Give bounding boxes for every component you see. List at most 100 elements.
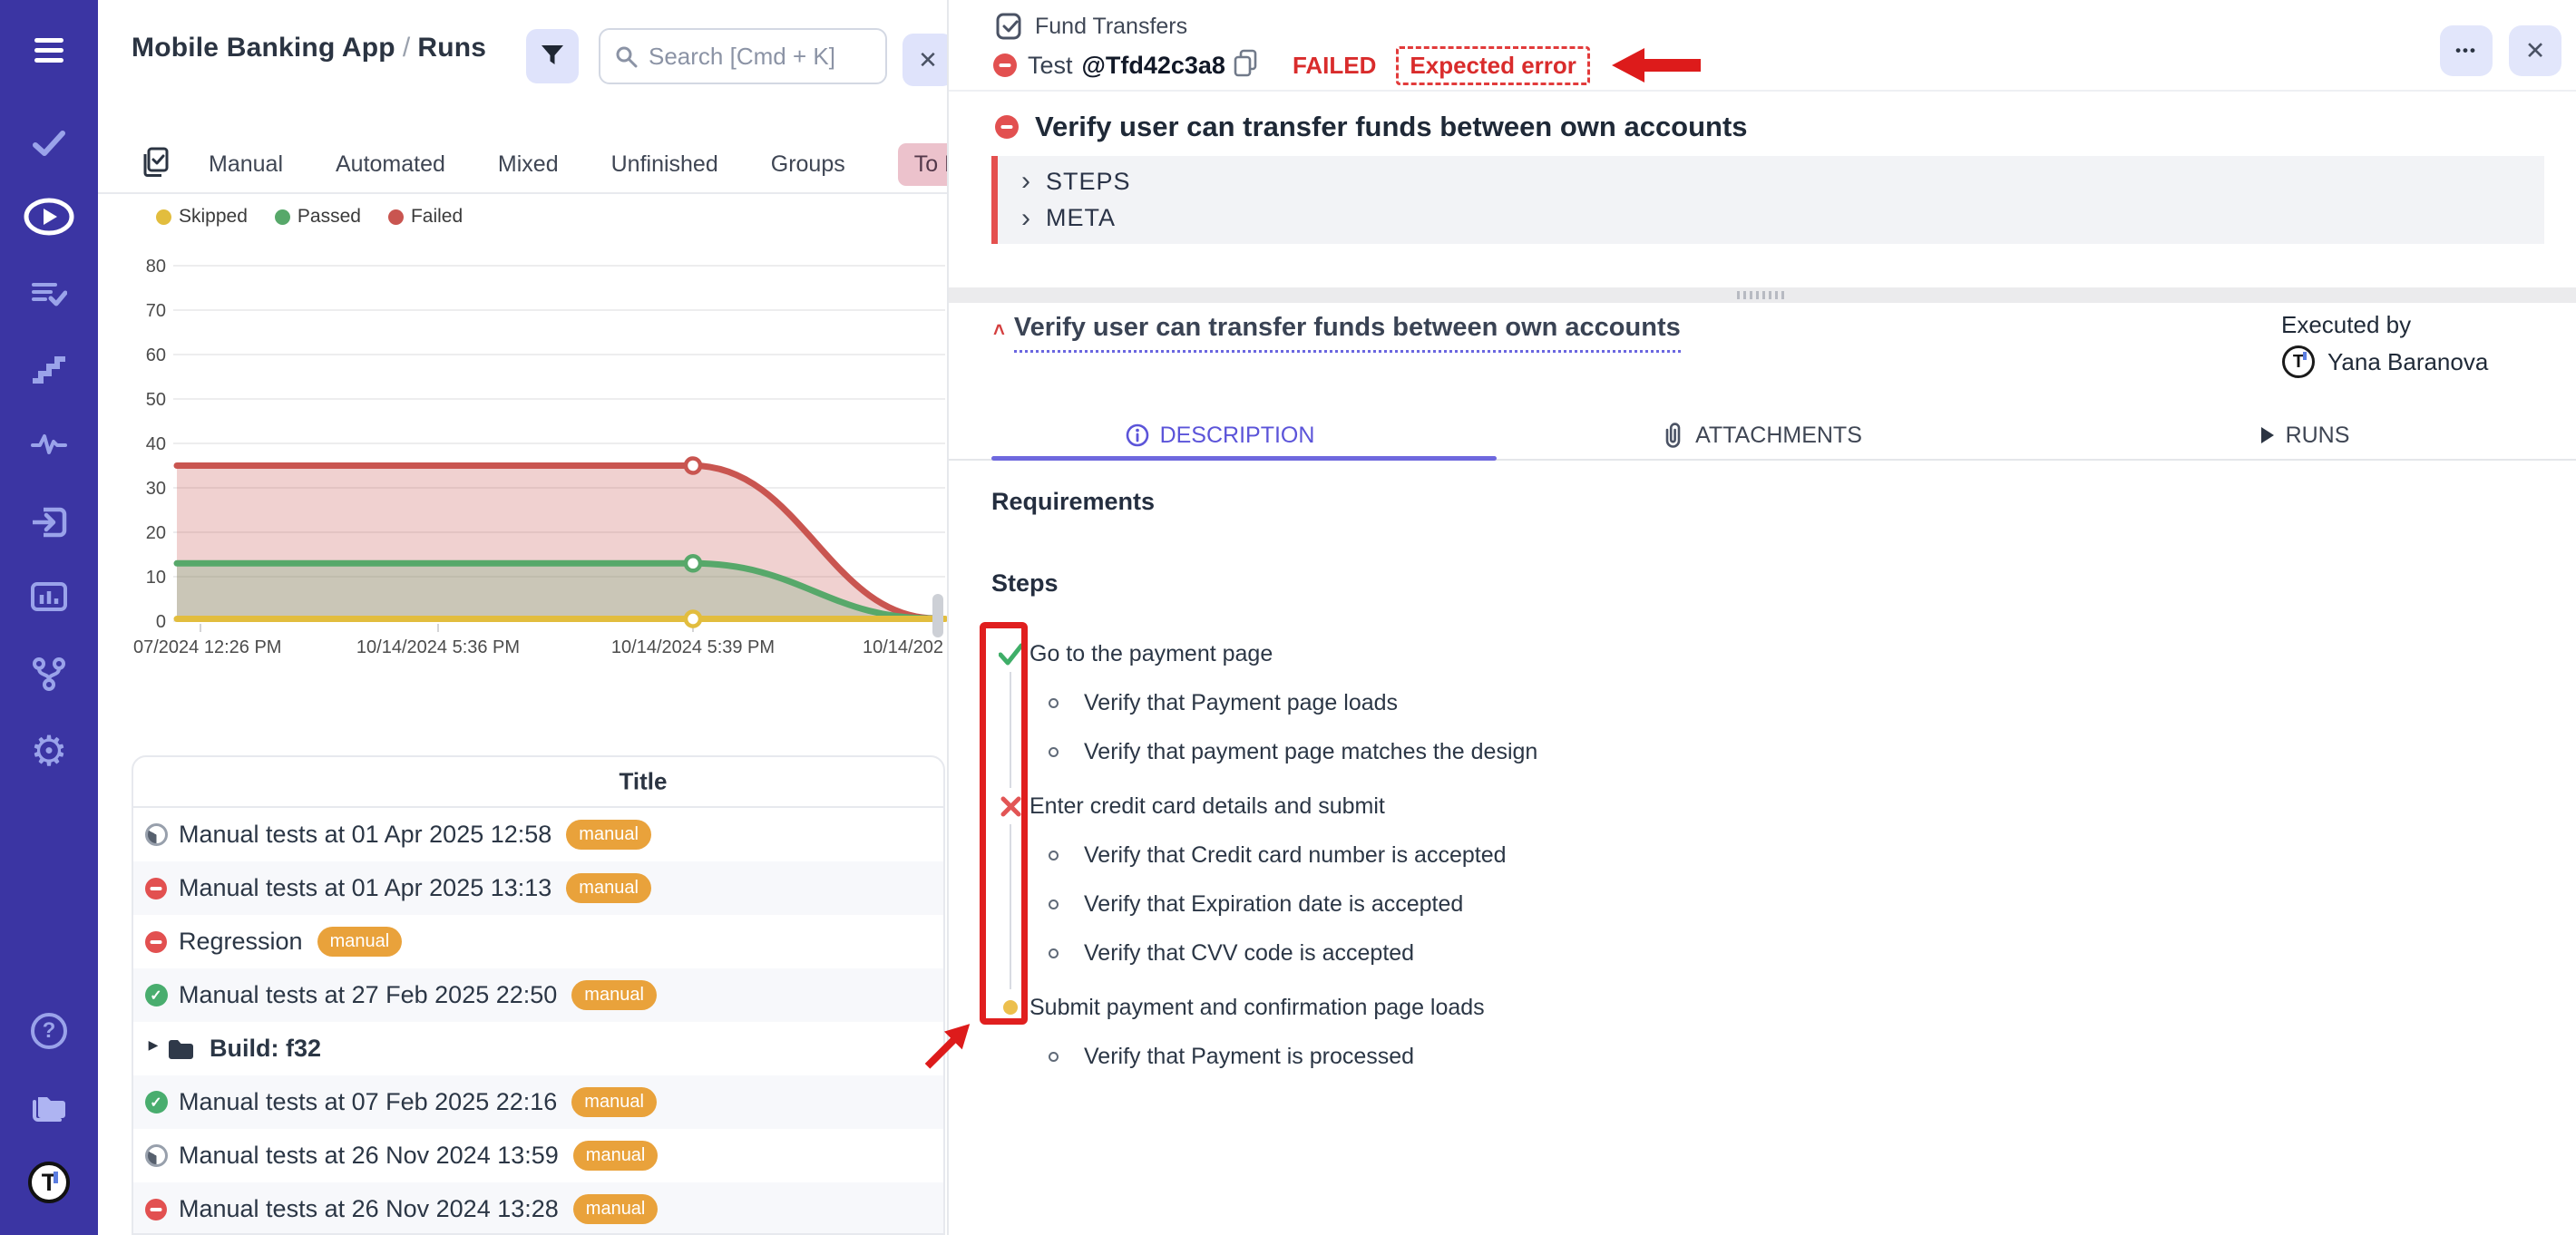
more-options-button[interactable]: ••• xyxy=(2440,25,2493,76)
section-meta[interactable]: › META xyxy=(1021,202,1116,233)
table-row[interactable]: ✓ Manual tests at 27 Feb 2025 22:50 manual xyxy=(133,968,943,1022)
tab-runs[interactable]: RUNS xyxy=(2034,410,2576,461)
run-title[interactable]: Manual tests at 07 Feb 2025 22:16 xyxy=(179,1088,558,1115)
search-input[interactable] xyxy=(649,42,857,71)
legend-item[interactable]: Passed xyxy=(274,206,361,228)
import-icon[interactable] xyxy=(31,506,67,539)
table-row[interactable]: ✓ Manual tests at 07 Feb 2025 22:16 manual xyxy=(133,1075,943,1129)
help-icon[interactable]: ? xyxy=(31,1013,67,1049)
legend-item[interactable]: Skipped xyxy=(156,206,248,228)
sidebar: ⚙ ? T xyxy=(0,0,98,1235)
failed-status-icon xyxy=(993,53,1017,77)
menu-icon[interactable] xyxy=(33,37,65,64)
branches-icon[interactable] xyxy=(31,656,67,691)
run-title[interactable]: Manual tests at 27 Feb 2025 22:50 xyxy=(179,981,558,1008)
copy-icon[interactable] xyxy=(1233,49,1258,83)
step-row[interactable]: Enter credit card details and submit xyxy=(991,782,2261,831)
step-row[interactable]: Submit payment and confirmation page loa… xyxy=(991,983,2261,1032)
svg-text:20: 20 xyxy=(146,523,166,543)
test-id[interactable]: @Tfd42c3a8 xyxy=(1081,51,1225,79)
tab-attachments[interactable]: ATTACHMENTS xyxy=(1491,410,2034,461)
substep-row[interactable]: Verify that payment page matches the des… xyxy=(991,727,2261,776)
steps-stairs-icon[interactable] xyxy=(31,355,67,384)
test-plans-icon[interactable] xyxy=(31,279,67,308)
substep-bullet-icon xyxy=(1049,746,1059,757)
vertical-scrollbar-thumb[interactable] xyxy=(932,594,943,637)
in-progress-status-icon xyxy=(139,1144,173,1167)
chevron-right-icon: › xyxy=(1021,166,1031,197)
panel-splitter[interactable] xyxy=(949,287,2576,303)
splitter-grip[interactable] xyxy=(1737,291,1788,299)
suite-breadcrumb[interactable]: Fund Transfers xyxy=(1035,13,1188,39)
passed-status-icon: ✓ xyxy=(139,984,173,1006)
svg-text:40: 40 xyxy=(146,434,166,454)
run-title[interactable]: Manual tests at 26 Nov 2024 13:59 xyxy=(179,1142,559,1169)
panel-close-button[interactable]: ✕ xyxy=(903,34,947,86)
section-steps[interactable]: › STEPS xyxy=(1021,166,1131,197)
tab-unfinished[interactable]: Unfinished xyxy=(610,151,718,177)
legend-item[interactable]: Failed xyxy=(387,206,463,228)
runs-play-icon[interactable] xyxy=(24,197,74,237)
project-name[interactable]: Mobile Banking App xyxy=(132,33,395,63)
svg-text:70: 70 xyxy=(146,301,166,321)
manual-badge: manual xyxy=(566,873,651,903)
test-detail-header: Fund Transfers Test @Tfd42c3a8 FAILED Ex… xyxy=(949,0,2576,92)
substep-row[interactable]: Verify that Payment page loads xyxy=(991,678,2261,727)
substep-bullet-icon xyxy=(1049,850,1059,861)
substep-text: Verify that Payment is processed xyxy=(1084,1043,1415,1069)
substep-text: Verify that CVV code is accepted xyxy=(1084,939,1415,966)
filter-button[interactable] xyxy=(526,29,579,83)
manual-badge: manual xyxy=(571,980,657,1010)
svg-text:10: 10 xyxy=(146,568,166,588)
table-row[interactable]: Manual tests at 26 Nov 2024 13:59 manual xyxy=(133,1129,943,1182)
tab-groups[interactable]: Groups xyxy=(770,151,845,177)
search-box[interactable] xyxy=(599,28,887,84)
tab-manual[interactable]: Manual xyxy=(209,151,283,177)
tab-automated[interactable]: Automated xyxy=(336,151,445,177)
svg-text:10/14/2024 5:36 PM: 10/14/2024 5:36 PM xyxy=(356,637,520,657)
substep-text: Verify that Payment page loads xyxy=(1084,689,1399,715)
breadcrumb: Mobile Banking App / Runs xyxy=(132,33,486,63)
app-logo[interactable]: T xyxy=(28,1162,70,1203)
step-row[interactable]: Go to the payment page xyxy=(991,629,2261,678)
tab-to-review[interactable]: To Review xyxy=(897,142,947,186)
table-row[interactable]: ▶ Build: f32 xyxy=(133,1022,943,1075)
manual-badge: manual xyxy=(572,1141,659,1171)
steps-list: Go to the payment page Verify that Paymen… xyxy=(991,624,2261,1081)
substep-bullet-icon xyxy=(1049,899,1059,909)
projects-folder-icon[interactable] xyxy=(30,1090,68,1124)
table-row[interactable]: Manual tests at 26 Nov 2024 13:28 manual xyxy=(133,1182,943,1233)
svg-text:80: 80 xyxy=(146,257,166,277)
run-title[interactable]: Build: f32 xyxy=(210,1035,322,1062)
tab-description[interactable]: DESCRIPTION xyxy=(949,410,1491,461)
run-title[interactable]: Manual tests at 26 Nov 2024 13:28 xyxy=(179,1195,559,1222)
test-title: Verify user can transfer funds between o… xyxy=(1035,111,1748,142)
run-title[interactable]: Manual tests at 01 Apr 2025 13:13 xyxy=(179,874,552,901)
svg-text:60: 60 xyxy=(146,345,166,365)
checklist-icon[interactable] xyxy=(141,147,169,182)
close-detail-button[interactable]: ✕ xyxy=(2509,25,2561,76)
manual-badge: manual xyxy=(571,1087,657,1117)
tab-mixed[interactable]: Mixed xyxy=(497,151,559,177)
run-title[interactable]: Manual tests at 01 Apr 2025 12:58 xyxy=(179,821,552,848)
analytics-icon[interactable] xyxy=(30,581,68,612)
user-avatar: T xyxy=(2282,345,2315,378)
pulse-icon[interactable] xyxy=(31,431,67,456)
runs-table: Title Manual tests at 01 Apr 2025 12:58 m… xyxy=(132,755,945,1235)
substep-row[interactable]: Verify that CVV code is accepted xyxy=(991,929,2261,977)
collapse-caret-icon[interactable]: ˄ xyxy=(993,318,1005,341)
filter-funnel-icon xyxy=(542,45,563,64)
table-row[interactable]: Regression manual xyxy=(133,915,943,968)
settings-gear-icon[interactable]: ⚙ xyxy=(30,726,68,775)
substep-row[interactable]: Verify that Expiration date is accepted xyxy=(991,880,2261,929)
table-row[interactable]: Manual tests at 01 Apr 2025 12:58 manual xyxy=(133,808,943,861)
substep-row[interactable]: Verify that Payment is processed xyxy=(991,1032,2261,1081)
test-detail-panel: Fund Transfers Test @Tfd42c3a8 FAILED Ex… xyxy=(949,0,2576,1235)
manual-badge: manual xyxy=(317,927,403,957)
tests-check-icon[interactable] xyxy=(32,129,66,158)
test-subtitle-link[interactable]: Verify user can transfer funds between o… xyxy=(1013,313,1681,353)
run-title[interactable]: Regression xyxy=(179,928,303,955)
svg-text:50: 50 xyxy=(146,390,166,410)
table-row[interactable]: Manual tests at 01 Apr 2025 13:13 manual xyxy=(133,861,943,915)
substep-row[interactable]: Verify that Credit card number is accept… xyxy=(991,831,2261,880)
